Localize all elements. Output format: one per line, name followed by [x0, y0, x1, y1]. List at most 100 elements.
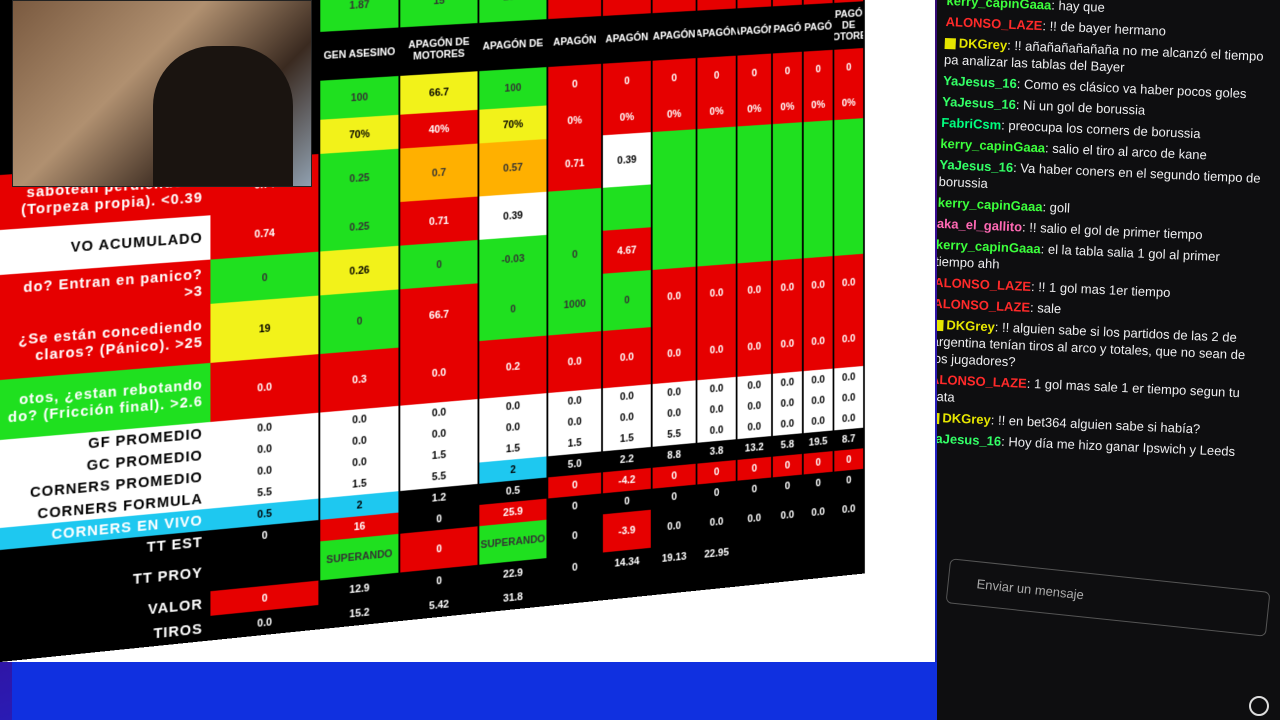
message-text: !! en bet364 alguien sabe si había?: [997, 412, 1201, 437]
username[interactable]: DKGrey: [942, 410, 992, 428]
column-header: APAGÓN: [697, 8, 738, 59]
streamer: [153, 46, 293, 186]
sheet-cell: [772, 216, 804, 261]
sheet-cell: [548, 576, 603, 606]
chat-input[interactable]: Enviar un mensaje: [945, 558, 1271, 637]
column-header: APAGÓN: [652, 10, 698, 61]
sheet-cell: [772, 556, 804, 583]
sheet-cell: 0.39: [479, 191, 549, 240]
sheet-cell: 0.0: [652, 505, 698, 548]
taskbar: [12, 662, 937, 720]
chat-panel: kerry_capinGaaa: hay que ALONSO_LAZE: !! …: [937, 0, 1280, 720]
sheet-cell: 0.0: [772, 314, 804, 374]
username[interactable]: kerry_capinGaaa: [937, 194, 1043, 215]
sheet-cell: 0.0: [652, 266, 698, 327]
sheet-cell: 0: [803, 49, 835, 90]
username[interactable]: YaJesus_16: [939, 156, 1014, 176]
sheet-cell: [737, 559, 773, 587]
sheet-cell: 4.67: [602, 227, 653, 274]
sheet-cell: 0%: [772, 89, 804, 125]
sheet-cell: 100: [320, 75, 401, 120]
sheet-cell: [737, 218, 773, 264]
sheet-cell: 70%: [320, 114, 401, 154]
sheet-cell: [803, 213, 835, 259]
sheet-cell: 0.71: [400, 196, 480, 246]
username[interactable]: YaJesus_16: [942, 72, 1018, 92]
sheet-cell: [697, 126, 738, 182]
message-text: Hoy día me hizo ganar Ipswich y Leeds: [1008, 434, 1236, 459]
username[interactable]: DKGrey: [946, 317, 996, 335]
message-text: !! salio el gol de primer tiempo: [1029, 219, 1203, 243]
sheet-cell: 0.25: [320, 201, 401, 252]
column-header: APAGÓN: [803, 2, 835, 52]
sheet-cell: 1000: [548, 273, 603, 336]
username[interactable]: kerry_capinGaaa: [940, 135, 1046, 156]
sheet-cell: 8.7: [834, 427, 865, 451]
column-header: APAGÓN DE: [479, 19, 549, 72]
sheet-cell: 0.0: [803, 492, 835, 533]
username[interactable]: ALONSO_LAZE: [937, 274, 1032, 294]
username[interactable]: ALONSO_LAZE: [937, 371, 1028, 391]
sheet-cell: [652, 181, 698, 228]
sheet-cell: 0.0: [834, 253, 865, 313]
sheet-cell: 0%: [697, 93, 738, 130]
sheet-cell: [834, 169, 865, 214]
sheet-cell: 0.39: [602, 132, 653, 188]
sheet-cell: 0: [697, 55, 738, 96]
sheet-cell: 0.0: [803, 368, 835, 392]
sheet-cell: 0: [479, 277, 549, 342]
sheet-cell: 0.0: [697, 263, 738, 324]
sheet-cell: [737, 175, 773, 221]
username[interactable]: YaJesus_16: [937, 430, 1002, 449]
sheet-cell: [834, 118, 865, 172]
sheet-cell: 0.0: [772, 391, 804, 416]
sheet-cell: [803, 171, 835, 217]
sheet-cell: 0.0: [803, 312, 835, 372]
message-text: salio el tiro al arco de kane: [1051, 140, 1208, 163]
sheet-cell: 0.71: [548, 135, 603, 192]
sheet-cell: [652, 566, 698, 596]
sheet-cell: 0.0: [772, 412, 804, 436]
sheet-cell: 0.3: [320, 347, 401, 413]
sheet-cell: [803, 120, 835, 174]
sheet-cell: 0%: [834, 85, 865, 121]
sheet-cell: 0: [602, 60, 653, 102]
message-text: sale: [1037, 300, 1062, 317]
sheet-cell: 0: [400, 239, 480, 290]
username[interactable]: ALONSO_LAZE: [945, 13, 1043, 34]
sheet-cell: 0%: [652, 95, 698, 133]
sheet-cell: [772, 122, 804, 176]
sheet-cell: [697, 220, 738, 267]
message-text: Ni un gol de borussia: [1022, 97, 1146, 118]
sheet-cell: 0.0: [210, 353, 321, 422]
username[interactable]: YaJesus_16: [941, 93, 1017, 113]
sheet-cell: 19: [210, 295, 321, 363]
sheet-cell: 0: [548, 63, 603, 106]
username[interactable]: kerry_capinGaaa: [946, 0, 1052, 13]
sheet-cell: 0.26: [320, 245, 401, 296]
username[interactable]: DKGrey: [958, 35, 1008, 53]
sheet-cell: 0.0: [772, 495, 804, 536]
sheet-cell: 0: [737, 53, 773, 94]
chat-messages: kerry_capinGaaa: hay que ALONSO_LAZE: !! …: [937, 0, 1272, 465]
column-header: APAGÓN DE MOTORES: [834, 1, 865, 50]
message-text: hay que: [1058, 0, 1106, 15]
message-text: preocupa los corners de borussia: [1008, 117, 1201, 142]
sheet-cell: 0.0: [548, 331, 603, 393]
username[interactable]: FabriCsm: [940, 114, 1002, 133]
sheet-cell: 0: [320, 289, 401, 354]
sheet-cell: -3.9: [602, 509, 653, 553]
sheet-cell: 0: [652, 58, 698, 99]
username[interactable]: ALONSO_LAZE: [937, 295, 1031, 315]
message-text: !! 1 gol mas 1er tiempo: [1037, 279, 1171, 301]
sheet-cell: 100: [479, 66, 549, 110]
sheet-cell: 70%: [479, 105, 549, 144]
emoji-button[interactable]: [1249, 696, 1269, 716]
sheet-cell: [803, 553, 835, 580]
webcam: [12, 0, 312, 187]
sheet-cell: 0.0: [834, 407, 865, 431]
sheet-cell: -0.03: [479, 234, 549, 284]
sheet-cell: 0.0: [697, 501, 738, 544]
username[interactable]: kerry_capinGaaa: [937, 236, 1042, 257]
username[interactable]: aka_el_gallito: [937, 215, 1023, 235]
